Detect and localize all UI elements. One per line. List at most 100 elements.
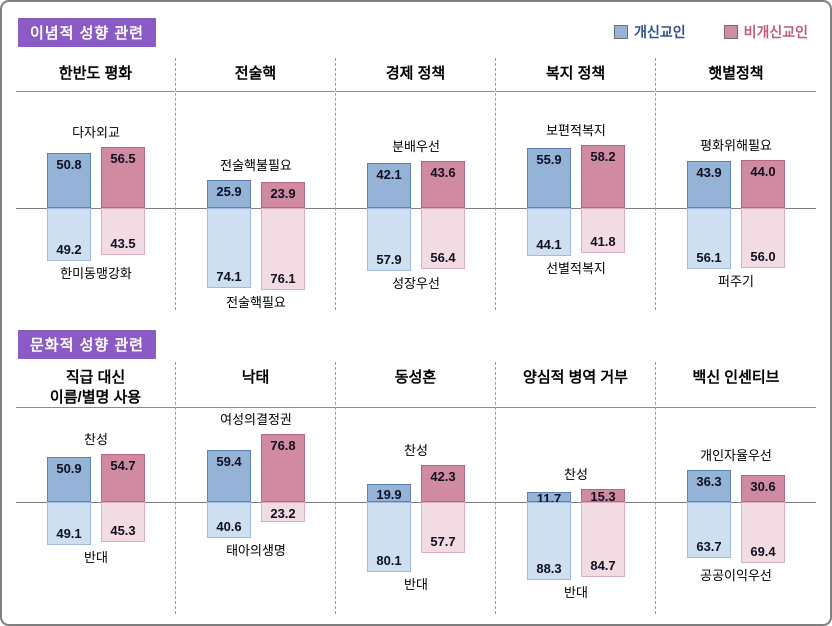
bar-protestant-down: 56.1	[687, 208, 731, 269]
bar-value: 69.4	[750, 544, 776, 559]
bar-nonprotestant-up: 44.0	[741, 160, 785, 208]
bar-value: 57.9	[376, 252, 402, 267]
bar-nonprotestant-down: 45.3	[101, 502, 145, 542]
section-title-badge: 문화적 성향 관련	[18, 330, 156, 359]
category-column-2: 전술핵 25.9 74.1 23.9 76.1 전술핵불필요 전술핵필요	[176, 58, 336, 310]
category-title: 경제 정책	[336, 58, 495, 92]
legend-label-protestant: 개신교인	[634, 24, 686, 40]
bar-nonprotestant-up: 23.9	[261, 182, 305, 208]
down-option-label: 반대	[564, 584, 588, 600]
bar-value: 76.8	[270, 438, 296, 453]
bar-nonprotestant-up: 54.7	[101, 454, 145, 502]
category-column-5: 백신 인센티브 36.3 63.7 30.6 69.4 개인자율우선 공공이익우선	[656, 362, 816, 614]
bar-value: 42.3	[430, 469, 456, 484]
bar-value: 80.1	[376, 553, 402, 568]
bar-protestant-down: 63.7	[687, 502, 731, 558]
bar-value: 54.7	[110, 458, 136, 473]
bar-value: 25.9	[216, 184, 242, 199]
axis-line	[16, 502, 816, 503]
bar-value: 56.4	[430, 250, 456, 265]
bar-nonprotestant-down: 84.7	[581, 502, 625, 577]
bar-nonprotestant-up: 15.3	[581, 489, 625, 504]
bar-value: 44.0	[750, 164, 776, 179]
category-title: 한반도 평화	[16, 58, 175, 92]
bar-protestant-down: 44.1	[527, 208, 571, 256]
bar-value: 41.8	[590, 234, 616, 249]
bar-protestant-down: 40.6	[207, 502, 251, 538]
category-title: 직급 대신 이름/별명 사용	[16, 362, 175, 408]
bar-nonprotestant-up: 43.6	[421, 161, 465, 208]
bar-value: 59.4	[216, 454, 242, 469]
legend: 개신교인 비개신교인	[614, 22, 808, 42]
bar-protestant-up: 50.8	[47, 153, 91, 208]
bar-nonprotestant-down: 76.1	[261, 208, 305, 290]
down-option-label: 공공이익우선	[700, 568, 772, 584]
bar-protestant-up: 42.1	[367, 163, 411, 208]
bar-value: 43.5	[110, 236, 136, 251]
bar-value: 63.7	[696, 539, 722, 554]
legend-swatch-blue	[614, 25, 629, 39]
up-option-label: 여성의결정권	[220, 412, 292, 428]
bar-protestant-down: 49.2	[47, 208, 91, 261]
bar-nonprotestant-up: 56.5	[101, 147, 145, 208]
bar-nonprotestant-up: 30.6	[741, 475, 785, 502]
down-option-label: 태아의생명	[226, 542, 286, 558]
up-option-label: 찬성	[564, 466, 588, 482]
bar-nonprotestant-down: 56.4	[421, 208, 465, 269]
category-title: 동성혼	[336, 362, 495, 408]
category-title: 낙태	[176, 362, 335, 408]
bar-value: 50.8	[56, 157, 82, 172]
up-option-label: 평화위해필요	[700, 138, 772, 154]
bar-value: 76.1	[270, 271, 296, 286]
bar-protestant-up: 25.9	[207, 180, 251, 208]
bar-protestant-up: 36.3	[687, 470, 731, 502]
bar-value: 84.7	[590, 558, 616, 573]
down-option-label: 반대	[84, 550, 108, 566]
chart-area-ideological: 한반도 평화 50.8 49.2 56.5 43.5 다자외교 한미동맹강화 전술핵 25.9 7…	[16, 58, 816, 310]
bar-value: 56.0	[750, 249, 776, 264]
bar-value: 49.1	[56, 526, 82, 541]
up-option-label: 찬성	[404, 442, 428, 458]
bar-value: 56.5	[110, 151, 136, 166]
category-column-5: 햇볕정책 43.9 56.1 44.0 56.0 평화위해필요 퍼주기	[656, 58, 816, 310]
bar-protestant-down: 74.1	[207, 208, 251, 288]
up-option-label: 보편적복지	[546, 123, 606, 139]
bar-protestant-up: 11.7	[527, 491, 571, 506]
bar-protestant-down: 57.9	[367, 208, 411, 271]
legend-item-protestant: 개신교인	[614, 22, 686, 42]
bar-value: 56.1	[696, 250, 722, 265]
bar-value: 36.3	[696, 474, 722, 489]
bar-value: 43.9	[696, 165, 722, 180]
bar-protestant-down: 80.1	[367, 502, 411, 572]
down-option-label: 선별적복지	[546, 260, 606, 276]
bar-nonprotestant-down: 23.2	[261, 502, 305, 522]
category-column-3: 경제 정책 42.1 57.9 43.6 56.4 분배우선 성장우선	[336, 58, 496, 310]
bar-protestant-up: 55.9	[527, 148, 571, 208]
bar-value: 74.1	[216, 269, 242, 284]
bar-protestant-up: 50.9	[47, 457, 91, 502]
category-column-3: 동성혼 19.9 80.1 42.3 57.7 찬성 반대	[336, 362, 496, 614]
bar-nonprotestant-down: 69.4	[741, 502, 785, 563]
bar-protestant-down: 88.3	[527, 502, 571, 580]
bar-value: 58.2	[590, 149, 616, 164]
bar-nonprotestant-up: 58.2	[581, 145, 625, 208]
bar-value: 49.2	[56, 242, 82, 257]
bar-value: 40.6	[216, 519, 242, 534]
legend-label-nonprotestant: 비개신교인	[743, 24, 808, 40]
bar-value: 42.1	[376, 167, 402, 182]
bar-value: 55.9	[536, 152, 562, 167]
bar-value: 11.7	[536, 490, 562, 506]
bar-nonprotestant-down: 43.5	[101, 208, 145, 255]
bar-value: 44.1	[536, 237, 562, 252]
bar-value: 88.3	[536, 561, 562, 576]
up-option-label: 다자외교	[72, 124, 120, 140]
section-ideological: 이념적 성향 관련 개신교인 비개신교인 한반도 평화 50.8 49.2 56.5 4…	[16, 14, 816, 310]
bar-protestant-up: 59.4	[207, 450, 251, 502]
legend-swatch-pink	[723, 25, 738, 39]
category-title: 양심적 병역 거부	[496, 362, 655, 408]
bar-protestant-down: 49.1	[47, 502, 91, 545]
category-title: 햇볕정책	[656, 58, 816, 92]
up-option-label: 찬성	[84, 431, 108, 447]
